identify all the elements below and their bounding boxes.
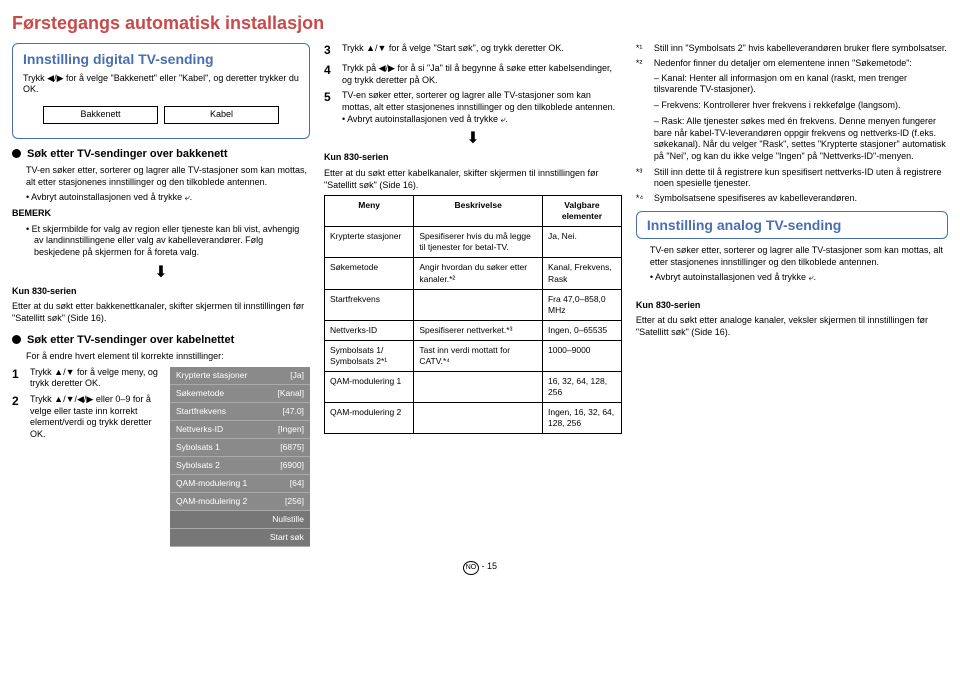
- step-3: 3 Trykk ▲/▼ for å velge "Start søk", og …: [324, 43, 622, 59]
- step-4: 4 Trykk på ◀/▶ for å si "Ja" til å begyn…: [324, 63, 622, 86]
- analog-p1b: • Avbryt autoinstallasjonen ved å trykke…: [636, 272, 948, 284]
- grey-row: Nullstille: [170, 510, 310, 528]
- footnote-4: *⁴Symbolsatsene spesifiseres av kabellev…: [636, 193, 948, 205]
- step-num-1: 1: [12, 367, 24, 390]
- column-1: Innstilling digital TV-sending Trykk ◀/▶…: [12, 43, 310, 547]
- analog-p1: TV-en søker etter, sorterer og lagrer al…: [636, 245, 948, 268]
- p-kun-2: Etter at du søkt etter kabelkanaler, ski…: [324, 168, 622, 191]
- analog-p2: Etter at du søkt etter analoge kanaler, …: [636, 315, 948, 338]
- table-row: QAM-modulering 116, 32, 64, 128, 256: [324, 371, 621, 402]
- column-3: *¹Still inn "Symbolsats 2" hvis kabellev…: [636, 43, 948, 547]
- table-row: SøkemetodeAngir hvordan du søker etter k…: [324, 258, 621, 289]
- grey-settings-table: Krypterte stasjoner[Ja] Søkemetode[Kanal…: [170, 367, 310, 547]
- column-2: 3 Trykk ▲/▼ for å velge "Start søk", og …: [324, 43, 622, 547]
- meny-table: Meny Beskrivelse Valgbare elementer Kryp…: [324, 195, 622, 434]
- digital-intro: Trykk ◀/▶ for å velge "Bakkenett" eller …: [23, 73, 299, 96]
- p-kabel-intro: For å endre hvert element til korrekte i…: [12, 351, 310, 363]
- grey-row: Nettverks-ID[Ingen]: [170, 420, 310, 438]
- step-num-3: 3: [324, 43, 336, 59]
- digital-box: Innstilling digital TV-sending Trykk ◀/▶…: [12, 43, 310, 138]
- h-kabel-text: Søk etter TV-sendinger over kabelnettet: [27, 333, 234, 347]
- kun-830-2: Kun 830-serien: [324, 152, 622, 164]
- step-1-text: Trykk ▲/▼ for å velge meny, og trykk der…: [30, 367, 162, 390]
- step-num-4: 4: [324, 63, 336, 86]
- step-1: 1 Trykk ▲/▼ for å velge meny, og trykk d…: [12, 367, 162, 390]
- step-4-text: Trykk på ◀/▶ for å si "Ja" til å begynne…: [342, 63, 622, 86]
- grey-row: QAM-modulering 2[256]: [170, 492, 310, 510]
- table-row: Symbolsats 1/ Symbolsats 2*¹Tast inn ver…: [324, 340, 621, 371]
- arrow-down-icon: ⬇: [324, 129, 622, 150]
- kun-830-1: Kun 830-serien: [12, 286, 310, 298]
- bullet-dot-icon: [12, 335, 21, 344]
- step-num-5: 5: [324, 90, 336, 125]
- analog-heading: Innstilling analog TV-sending: [647, 216, 937, 234]
- grey-row: Sybolsats 1[6875]: [170, 438, 310, 456]
- grey-row: Søkemetode[Kanal]: [170, 384, 310, 402]
- footnote-2c: – Rask: Alle tjenester søkes med én frek…: [636, 116, 948, 163]
- step-num-2: 2: [12, 394, 24, 441]
- columns: Innstilling digital TV-sending Trykk ◀/▶…: [12, 43, 948, 547]
- page-title: Førstegangs automatisk installasjon: [12, 12, 948, 35]
- h-bakkenett-text: Søk etter TV-sendinger over bakkenett: [27, 147, 228, 161]
- p-kun-1: Etter at du søkt etter bakkenettkanaler,…: [12, 301, 310, 324]
- footnote-2a: – Kanal: Henter all informasjon om en ka…: [636, 73, 948, 96]
- table-row: Krypterte stasjonerSpesifiserer hvis du …: [324, 227, 621, 258]
- bk-kabel: Kabel: [164, 106, 279, 124]
- th-valgbare: Valgbare elementer: [542, 196, 621, 227]
- table-row: QAM-modulering 2Ingen, 16, 32, 64, 128, …: [324, 402, 621, 433]
- step-3-text: Trykk ▲/▼ for å velge "Start søk", og tr…: [342, 43, 564, 59]
- footnote-2b: – Frekvens: Kontrollerer hver frekvens i…: [636, 100, 948, 112]
- bullet-dot-icon: [12, 149, 21, 158]
- footnote-1: *¹Still inn "Symbolsats 2" hvis kabellev…: [636, 43, 948, 55]
- footnote-2: *²Nedenfor finner du detaljer om element…: [636, 58, 948, 70]
- bemerk-label: BEMERK: [12, 208, 310, 220]
- page-number: - 15: [479, 561, 497, 571]
- analog-box: Innstilling analog TV-sending: [636, 211, 948, 239]
- steps-wrap: 1 Trykk ▲/▼ for å velge meny, og trykk d…: [12, 367, 310, 547]
- p-bemerk: • Et skjermbilde for valg av region elle…: [12, 224, 310, 259]
- grey-row: Start søk: [170, 529, 310, 547]
- grey-row: Startfrekvens[47.0]: [170, 402, 310, 420]
- p-bakkenett-1b: • Avbryt autoinstallasjonen ved å trykke…: [12, 192, 310, 204]
- step-5-bullet: • Avbryt autoinstallasjonen ved å trykke…: [342, 114, 622, 126]
- table-row: Nettverks-IDSpesifiserer nettverket.*³In…: [324, 320, 621, 340]
- th-meny: Meny: [324, 196, 413, 227]
- page-footer: NO - 15: [12, 561, 948, 575]
- table-row: StartfrekvensFra 47,0–858,0 MHz: [324, 289, 621, 320]
- grey-row: Sybolsats 2[6900]: [170, 456, 310, 474]
- bk-bakkenett: Bakkenett: [43, 106, 158, 124]
- footnote-3: *³Still inn dette til å registrere kun s…: [636, 167, 948, 190]
- p-bakkenett-1: TV-en søker etter, sorterer og lagrer al…: [12, 165, 310, 188]
- lang-badge: NO: [463, 561, 479, 575]
- arrow-down-icon: ⬇: [12, 263, 310, 284]
- step-2: 2 Trykk ▲/▼/◀/▶ eller 0–9 for å velge el…: [12, 394, 162, 441]
- bk-row: Bakkenett Kabel: [43, 106, 279, 124]
- step-5: 5 TV-en søker etter, sorterer og lagrer …: [324, 90, 622, 125]
- step-5-text: TV-en søker etter, sorterer og lagrer al…: [342, 90, 622, 113]
- th-beskrivelse: Beskrivelse: [414, 196, 543, 227]
- kun-830-3: Kun 830-serien: [636, 300, 948, 312]
- digital-heading: Innstilling digital TV-sending: [23, 50, 299, 68]
- step-2-text: Trykk ▲/▼/◀/▶ eller 0–9 for å velge elle…: [30, 394, 162, 441]
- h-kabel: Søk etter TV-sendinger over kabelnettet: [12, 333, 310, 347]
- grey-row: Krypterte stasjoner[Ja]: [170, 367, 310, 385]
- grey-row: QAM-modulering 1[64]: [170, 474, 310, 492]
- h-bakkenett: Søk etter TV-sendinger over bakkenett: [12, 147, 310, 161]
